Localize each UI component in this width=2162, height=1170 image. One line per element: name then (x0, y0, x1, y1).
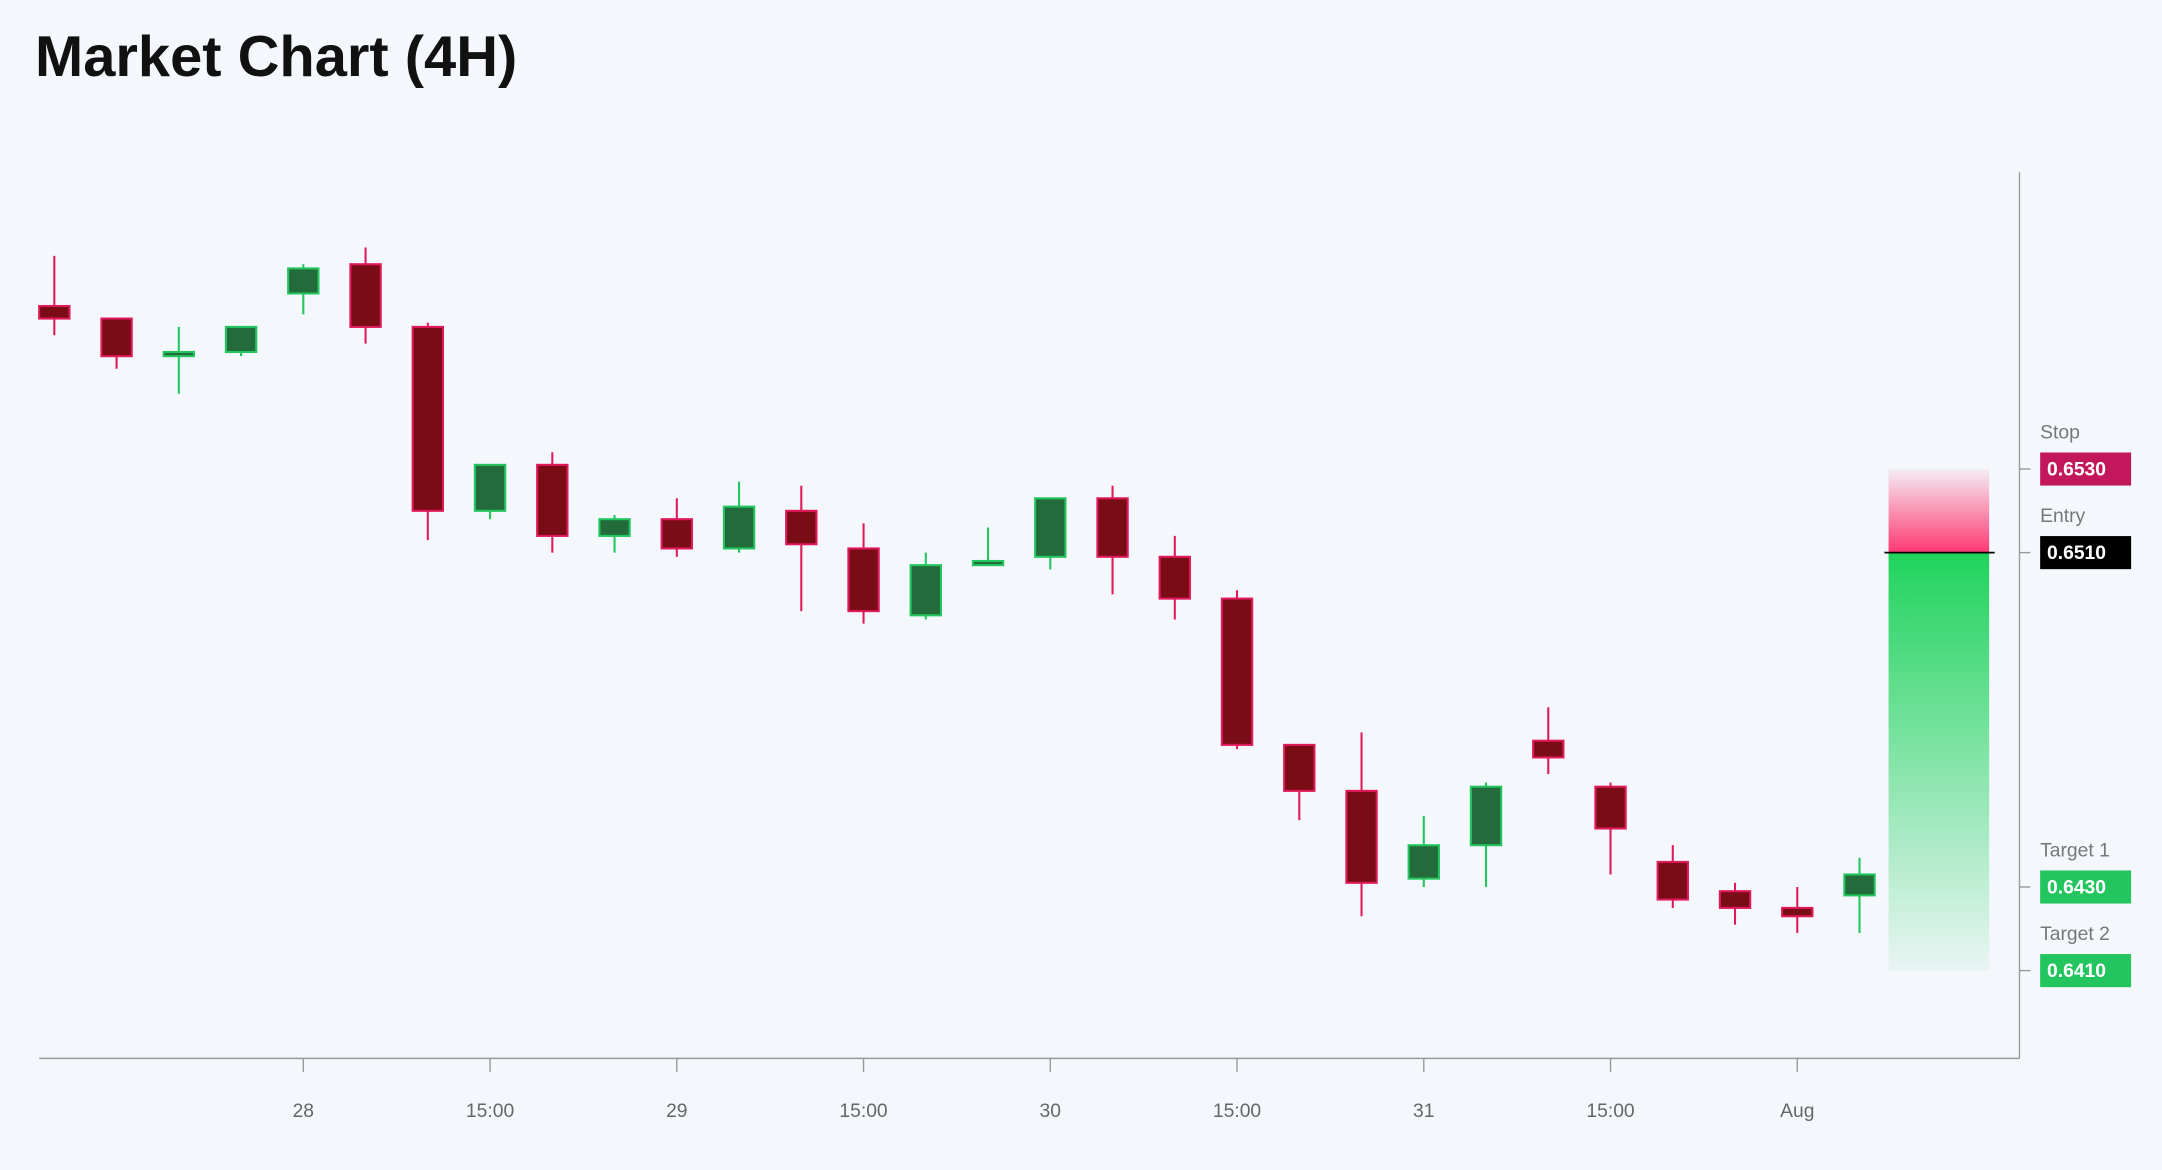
level-name: Stop (2040, 422, 2080, 443)
candle-body (536, 463, 569, 537)
candle-body (1158, 555, 1191, 600)
candle-body (1781, 906, 1814, 918)
level-badge (2040, 452, 2132, 486)
level-value: 0.6430 (2047, 877, 2106, 898)
candle-body (1407, 844, 1440, 880)
reward-zone (1888, 552, 1990, 971)
level-badge (2040, 870, 2132, 904)
candle-body (1096, 497, 1129, 558)
candle-body (1220, 597, 1254, 746)
level-value: 0.6510 (2047, 543, 2106, 564)
level-value: 0.6530 (2047, 459, 2106, 480)
x-tick-label: 30 (1040, 1101, 1061, 1122)
level-value: 0.6410 (2047, 961, 2106, 982)
candle-body (1594, 785, 1627, 830)
candle-body (224, 325, 258, 354)
level-name: Target 1 (2040, 840, 2110, 861)
x-tick-label: 28 (293, 1101, 314, 1122)
x-tick-label: 15:00 (1586, 1101, 1634, 1122)
x-tick-label: 31 (1413, 1101, 1434, 1122)
candle-body (411, 325, 445, 512)
x-tick-label: 15:00 (1213, 1101, 1261, 1122)
candle-body (38, 304, 71, 320)
candle-body (722, 505, 756, 550)
candle-body (1283, 743, 1316, 792)
candle-body (287, 267, 320, 295)
candle-body (100, 317, 133, 358)
candle-body (1034, 497, 1067, 558)
x-tick-label: 29 (666, 1101, 687, 1122)
risk-zone (1888, 469, 1990, 553)
candle-body (909, 564, 942, 617)
candle-body (785, 509, 818, 546)
candle-body (1718, 890, 1752, 909)
candle-body (162, 350, 196, 358)
x-tick-label: 15:00 (466, 1101, 514, 1122)
chart-title: Market Chart (4H) (35, 25, 517, 89)
candle-body (1532, 739, 1565, 759)
candle-body (1656, 860, 1689, 901)
candle-body (847, 547, 880, 613)
level-badge (2040, 954, 2132, 988)
candle-body (598, 518, 631, 537)
candle-body (349, 263, 382, 328)
candle-body (660, 518, 693, 550)
candle-body (1469, 785, 1503, 847)
x-tick-label: 15:00 (839, 1101, 887, 1122)
level-name: Target 2 (2040, 924, 2110, 945)
level-badge (2040, 536, 2132, 570)
x-tick-label: Aug (1780, 1101, 1814, 1122)
candle-body (473, 463, 507, 512)
level-name: Entry (2040, 506, 2085, 527)
candle-body (971, 559, 1005, 567)
candle-body (1843, 873, 1876, 897)
candle-body (1345, 789, 1378, 884)
